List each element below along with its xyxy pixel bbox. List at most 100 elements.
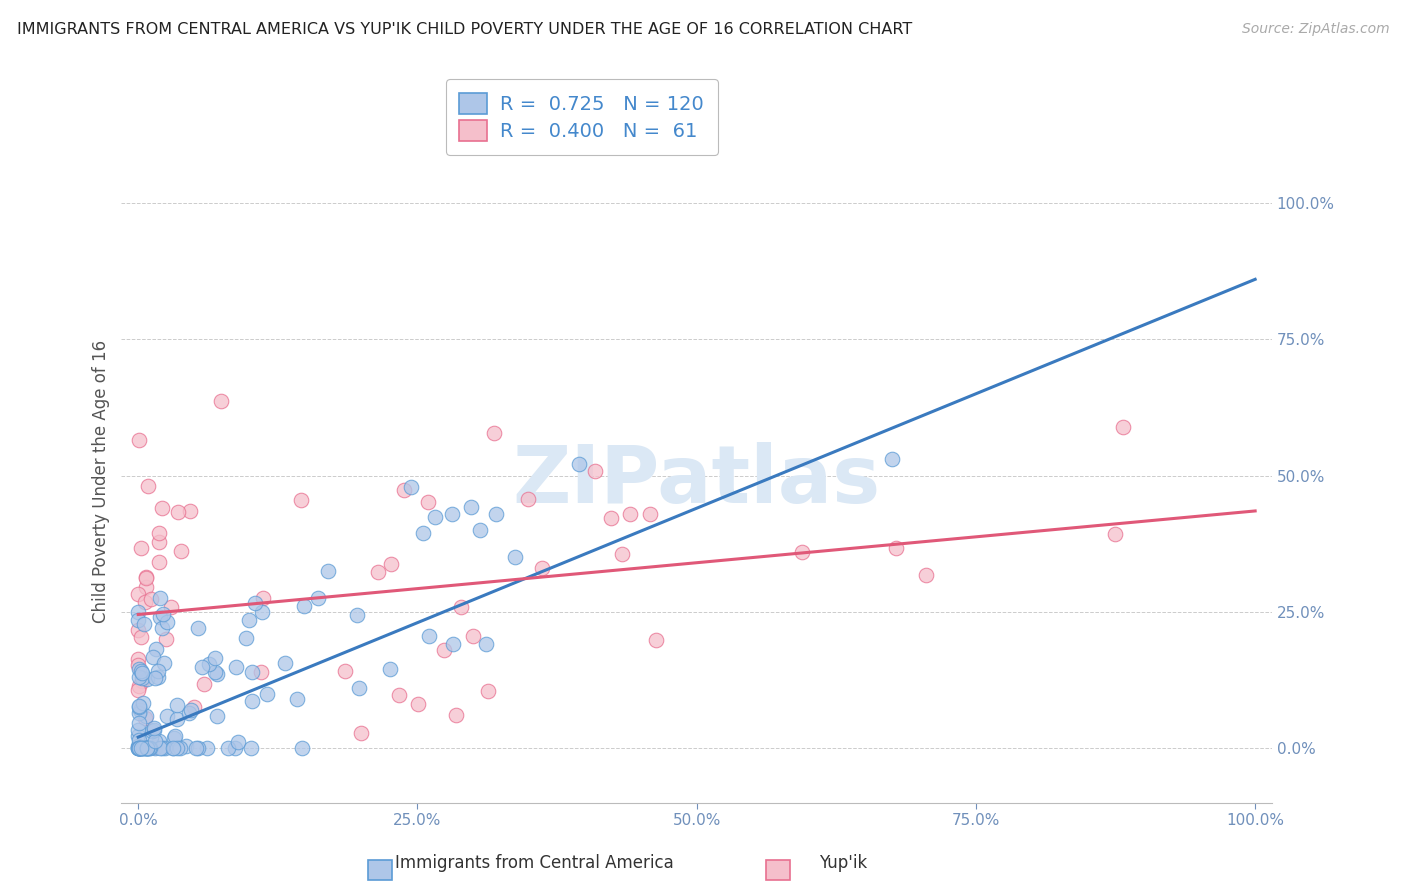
Point <box>146 664 169 678</box>
Point <box>143 740 166 755</box>
Point <box>503 550 526 565</box>
Point <box>132 741 155 756</box>
Point <box>129 631 152 645</box>
Point <box>225 660 247 674</box>
Point <box>392 483 415 498</box>
Point <box>333 665 356 679</box>
Point <box>638 507 661 521</box>
Point <box>150 500 173 515</box>
Point <box>179 504 201 518</box>
Point <box>128 741 150 756</box>
Point <box>444 708 467 723</box>
Point <box>388 688 411 702</box>
Point <box>136 741 159 756</box>
Point <box>170 543 193 558</box>
Point <box>441 507 464 521</box>
Text: Immigrants from Central America: Immigrants from Central America <box>395 855 673 872</box>
Point <box>128 741 150 756</box>
Point <box>152 607 174 621</box>
Point <box>129 664 152 678</box>
Point <box>148 733 170 747</box>
Point <box>139 730 162 744</box>
Point <box>131 697 153 711</box>
Point <box>148 670 170 684</box>
Point <box>128 433 150 447</box>
Point <box>129 741 152 756</box>
Point <box>256 687 278 701</box>
Point <box>450 600 472 615</box>
Point <box>193 677 215 691</box>
Point <box>141 592 163 607</box>
Point <box>127 683 149 698</box>
Point <box>127 605 149 619</box>
Point <box>470 524 492 538</box>
Point <box>380 558 402 572</box>
Point <box>134 594 156 608</box>
Point <box>169 741 191 756</box>
Point <box>136 672 159 686</box>
Point <box>128 703 150 717</box>
Point <box>128 698 150 713</box>
Point <box>129 741 152 756</box>
Point <box>191 660 214 674</box>
Point <box>239 741 262 756</box>
Point <box>132 741 155 756</box>
Point <box>166 741 188 756</box>
Point <box>252 591 274 605</box>
Point <box>128 741 150 756</box>
Point <box>610 547 633 561</box>
Point <box>367 565 389 579</box>
Point <box>128 741 150 756</box>
Point <box>153 741 176 756</box>
Point <box>142 723 165 737</box>
Point <box>166 712 188 726</box>
Point <box>149 609 172 624</box>
Point <box>129 741 152 756</box>
Point <box>217 741 239 756</box>
Point <box>166 505 188 519</box>
Point <box>180 703 202 717</box>
Point <box>143 671 166 685</box>
Point <box>307 591 329 605</box>
Point <box>463 629 485 643</box>
Point <box>127 657 149 672</box>
Point <box>138 741 160 756</box>
Point <box>129 741 152 756</box>
Point <box>163 729 186 743</box>
Point <box>477 683 499 698</box>
Point <box>128 715 150 730</box>
Point <box>197 741 219 756</box>
Point <box>127 741 149 756</box>
Point <box>209 393 232 408</box>
Point <box>131 541 153 556</box>
Point <box>128 700 150 714</box>
Point <box>135 741 157 756</box>
Point <box>1111 420 1133 434</box>
Y-axis label: Child Poverty Under the Age of 16: Child Poverty Under the Age of 16 <box>93 340 110 623</box>
Point <box>148 555 170 569</box>
Point <box>517 491 540 506</box>
Point <box>150 621 173 635</box>
Point <box>204 650 226 665</box>
Point <box>162 741 184 756</box>
Point <box>145 642 167 657</box>
Point <box>166 698 188 713</box>
Point <box>484 425 506 440</box>
Point <box>183 700 205 714</box>
Point <box>645 632 668 647</box>
Point <box>162 741 184 756</box>
Point <box>350 725 373 739</box>
Point <box>433 642 456 657</box>
Point <box>135 741 157 756</box>
Point <box>460 500 482 514</box>
Point <box>127 652 149 666</box>
Point <box>224 741 246 756</box>
Point <box>135 741 157 756</box>
Point <box>127 723 149 737</box>
Point <box>441 637 464 651</box>
Point <box>128 733 150 747</box>
Point <box>136 741 159 756</box>
Point <box>136 741 159 756</box>
Point <box>250 665 273 679</box>
Point <box>418 495 440 509</box>
